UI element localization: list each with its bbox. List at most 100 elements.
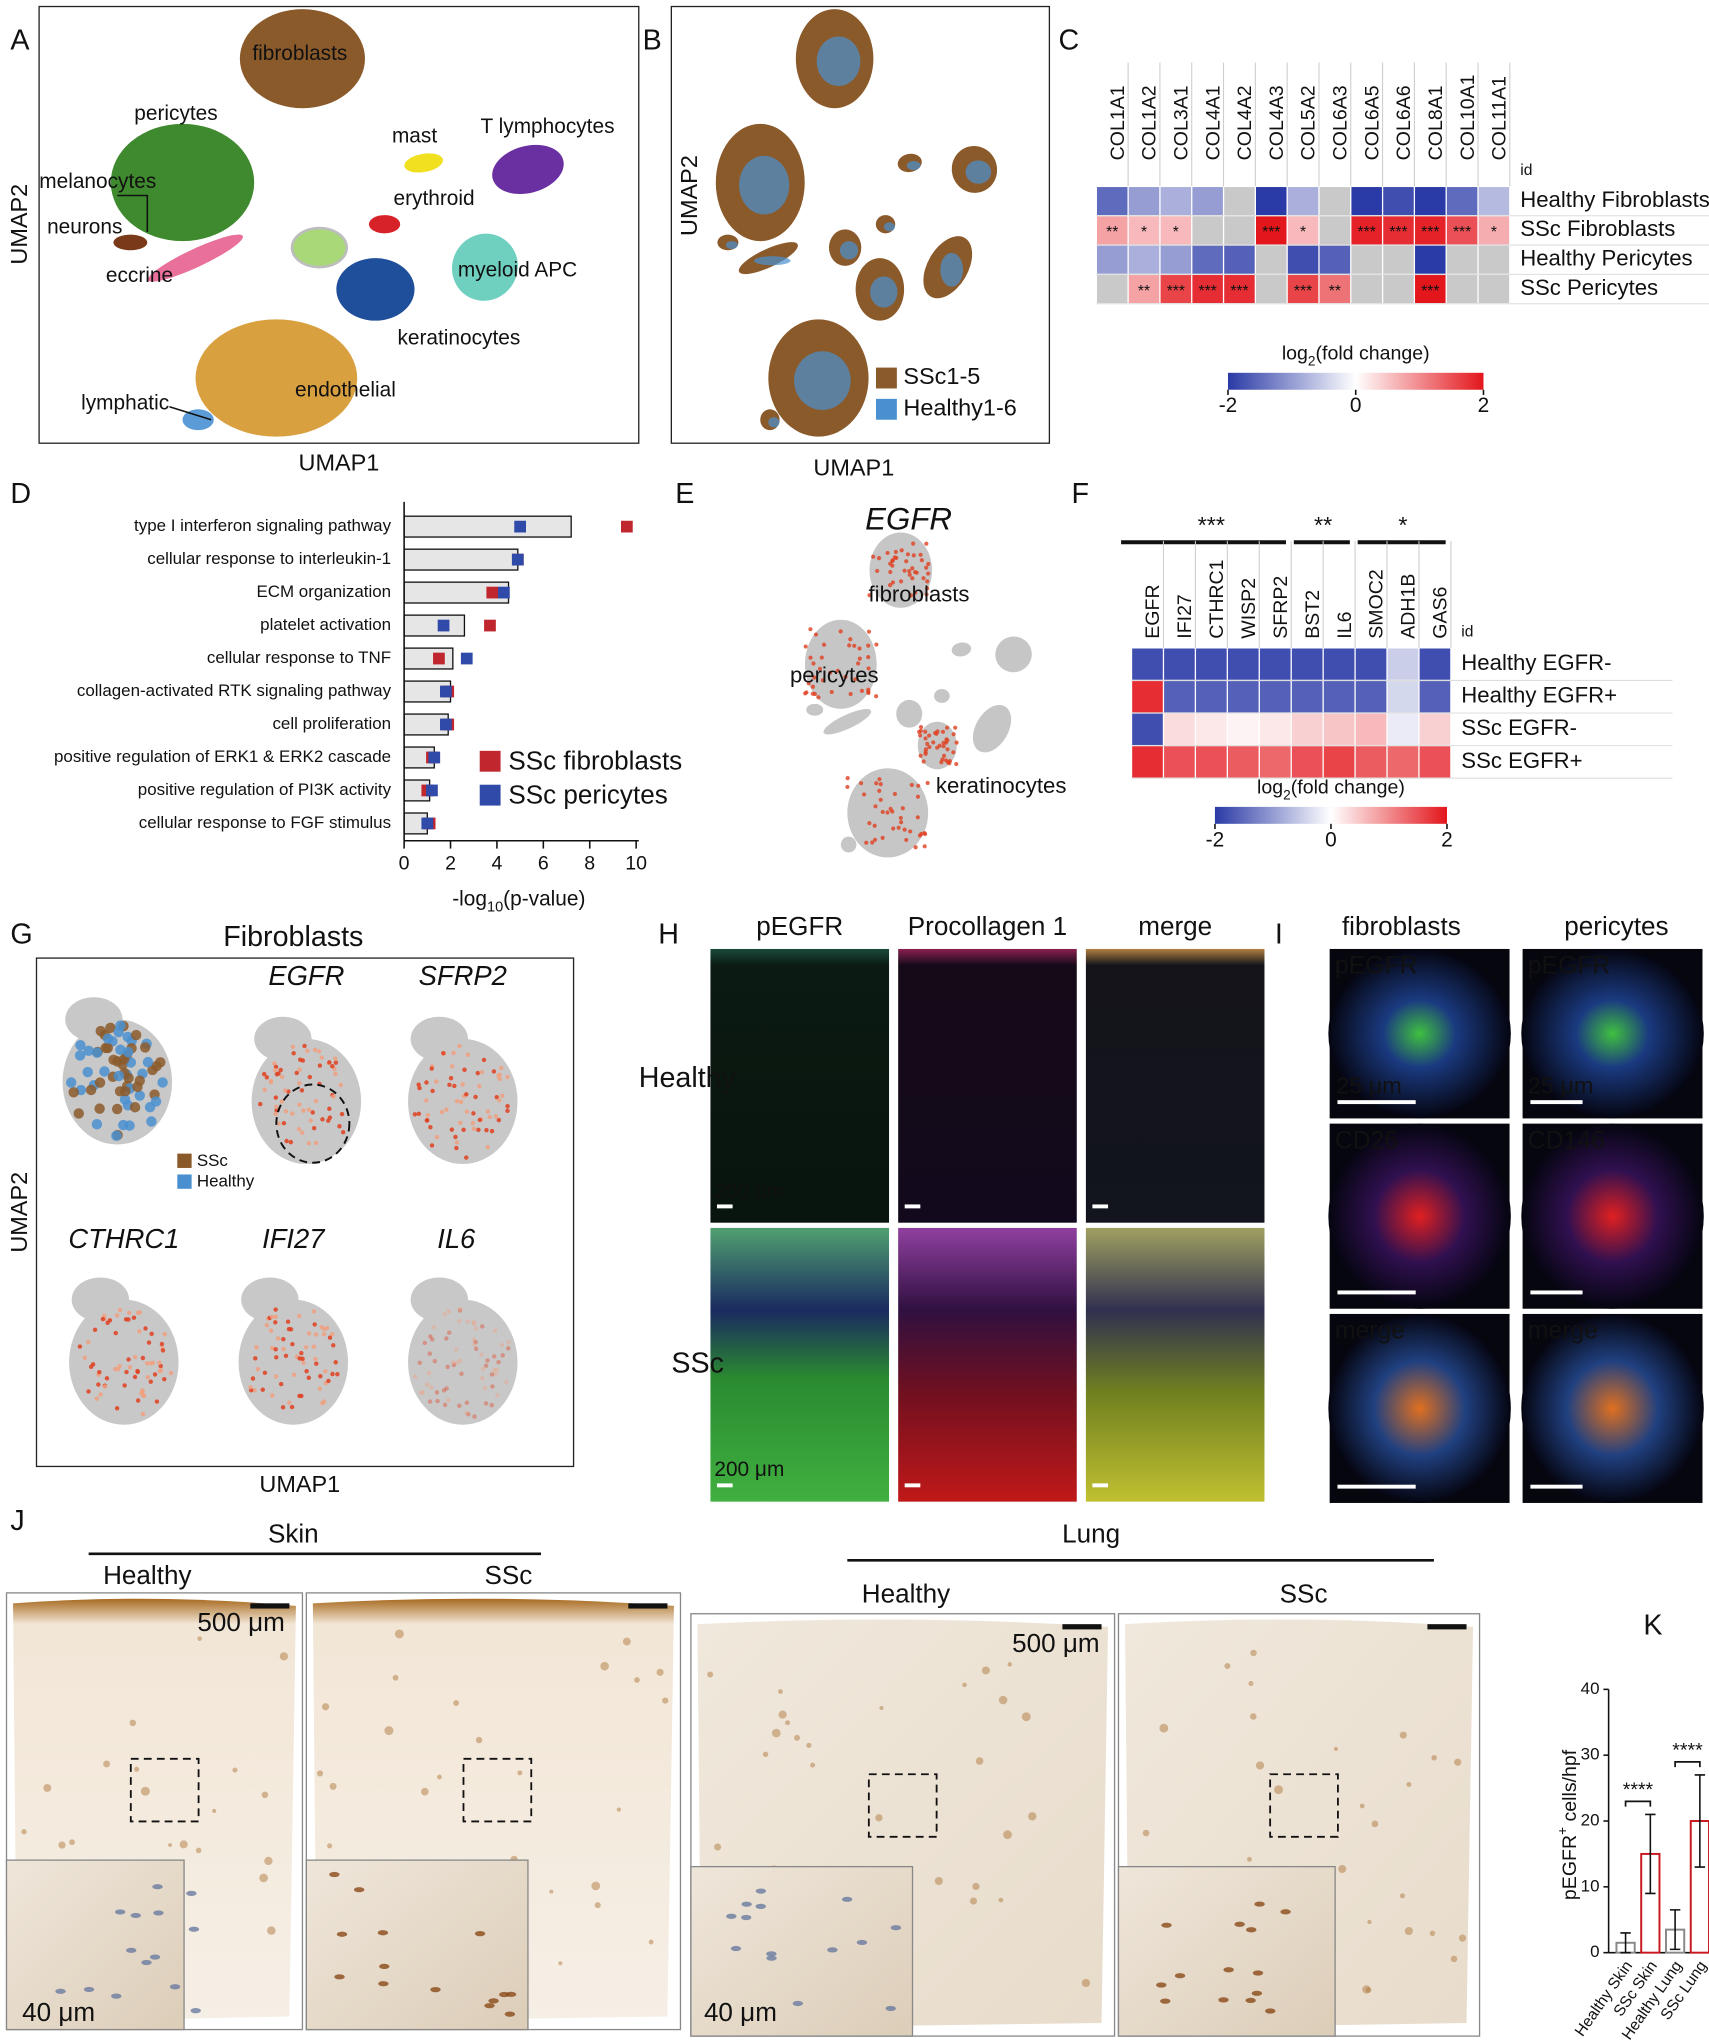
expression-dot xyxy=(122,1046,134,1058)
stain-speck xyxy=(517,1770,523,1776)
gene-label: CTHRC1 xyxy=(68,1223,179,1254)
expression-dot xyxy=(290,1341,295,1347)
heat-cell xyxy=(1383,245,1414,274)
expression-dot xyxy=(141,1393,146,1398)
axis-label: UMAP2 xyxy=(6,1172,32,1253)
column-label: COL6A3 xyxy=(1330,85,1352,160)
colorbar-label-post: (fold change) xyxy=(1316,343,1430,365)
row-label: Healthy Fibroblasts xyxy=(1520,187,1709,212)
stain-speck xyxy=(656,1668,664,1676)
expression-dot xyxy=(330,1371,335,1377)
axis-label-sup: + xyxy=(1555,1827,1570,1835)
significance: * xyxy=(1141,224,1147,241)
colorbar-label-pre: log xyxy=(1282,343,1308,365)
stain-speck xyxy=(1255,1761,1265,1770)
expression-dot xyxy=(913,590,918,595)
expression-dot xyxy=(907,569,912,574)
umap-cells xyxy=(816,36,861,87)
legend-swatch xyxy=(876,367,897,389)
expression-dot xyxy=(471,1319,476,1325)
expression-dot xyxy=(811,661,816,666)
cell-nucleus xyxy=(766,1955,777,1961)
expression-dot xyxy=(254,1345,259,1350)
column-label: IFI27 xyxy=(1174,594,1196,639)
heat-cell xyxy=(1196,713,1227,745)
expression-dot xyxy=(319,1055,324,1060)
expression-dot xyxy=(283,1109,289,1114)
expression-dot xyxy=(418,1390,424,1395)
stain-speck xyxy=(261,1791,269,1799)
axis-label-sub: 10 xyxy=(487,899,503,915)
expression-dot xyxy=(311,1309,317,1314)
umap-cluster xyxy=(336,258,415,321)
expression-dot xyxy=(499,1342,504,1348)
expression-dot xyxy=(313,1332,319,1337)
expression-dot xyxy=(417,1085,422,1091)
expression-dot xyxy=(875,568,880,574)
expression-dot xyxy=(303,1345,309,1350)
expression-dot xyxy=(287,1400,292,1405)
expression-dot xyxy=(913,845,918,850)
stain-speck xyxy=(771,1728,781,1738)
stain-speck xyxy=(591,1881,601,1891)
significance: ** xyxy=(1314,512,1332,538)
cell-nucleus xyxy=(740,1914,752,1921)
expression-dot xyxy=(870,840,875,845)
umap-cells xyxy=(768,417,780,428)
scale-label: 40 μm xyxy=(22,1997,95,2027)
expression-dot xyxy=(444,1336,449,1341)
expression-dot xyxy=(908,593,914,598)
umap-cells xyxy=(995,636,1032,673)
arrow xyxy=(117,194,149,233)
cell-nucleus xyxy=(504,2011,516,2017)
heat-cell xyxy=(1319,187,1351,216)
heat-cell xyxy=(1192,216,1223,245)
expression-dot xyxy=(435,1398,440,1404)
point xyxy=(511,553,524,566)
category-label: collagen-activated RTK signaling pathway xyxy=(77,681,392,700)
stain-speck xyxy=(1406,1781,1412,1787)
cluster-label: myeloid APC xyxy=(458,259,577,282)
heat-cell xyxy=(1355,746,1387,778)
heat-cell xyxy=(1355,681,1387,713)
expression-dot xyxy=(845,784,850,790)
panel-letter: C xyxy=(1059,24,1080,56)
expression-dot xyxy=(480,1366,486,1372)
expression-dot xyxy=(135,1398,141,1403)
expression-dot xyxy=(493,1371,498,1377)
category-label: cellular response to TNF xyxy=(207,648,391,667)
stain-speck xyxy=(785,1720,791,1726)
expression-dot xyxy=(288,1139,294,1145)
expression-dot xyxy=(925,586,930,591)
heat-cell xyxy=(1192,275,1223,304)
expression-dot xyxy=(150,1096,162,1107)
colorbar-tick-label: 2 xyxy=(1478,394,1490,417)
expression-dot xyxy=(871,554,876,559)
umap-cluster xyxy=(239,9,366,109)
expression-dot xyxy=(333,1056,338,1061)
expression-dot xyxy=(476,1127,481,1133)
stain-speck xyxy=(321,1703,330,1711)
expression-dot xyxy=(427,1399,433,1404)
colorbar-label-pre: log xyxy=(1257,777,1283,799)
expression-dot xyxy=(284,1138,289,1144)
expression-dot xyxy=(73,1108,84,1119)
expression-dot xyxy=(857,646,862,651)
heat-cell xyxy=(1323,681,1355,713)
expression-dot xyxy=(424,1382,430,1387)
expression-dot xyxy=(922,844,927,849)
expression-dot xyxy=(300,1130,305,1135)
condition-label: SSc xyxy=(1280,1578,1328,1608)
expression-dot xyxy=(248,1384,253,1390)
row-label: SSc Fibroblasts xyxy=(1520,216,1675,241)
expression-dot xyxy=(289,1404,295,1410)
category-label: cellular response to FGF stimulus xyxy=(139,813,391,832)
expression-dot xyxy=(874,694,879,699)
expression-dot xyxy=(323,1369,328,1374)
colorbar xyxy=(1227,372,1484,390)
cell-nucleus xyxy=(730,1945,742,1952)
heat-cell xyxy=(1256,216,1287,245)
expression-dot xyxy=(479,1069,484,1075)
